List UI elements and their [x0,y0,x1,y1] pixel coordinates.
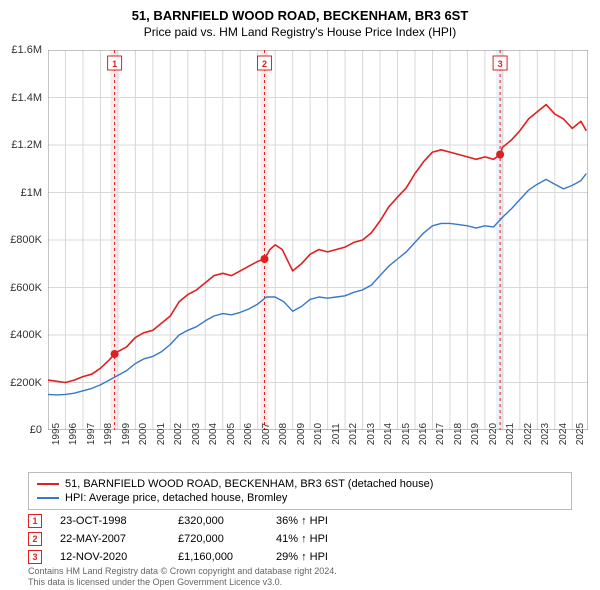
x-tick-label: 2011 [331,423,342,445]
x-tick-label: 2006 [243,423,254,445]
chart-svg: 1 2 3 [48,50,588,430]
transaction-table: 1 23-OCT-1998 £320,000 36% ↑ HPI 2 22-MAY-200… [28,512,356,566]
transaction-price: £320,000 [178,515,258,527]
x-tick-label: 2014 [383,423,394,445]
y-tick-label: £400K [10,329,42,341]
x-tick-label: 2017 [435,423,446,445]
transaction-date: 23-OCT-1998 [60,515,160,527]
transaction-diff: 29% ↑ HPI [276,551,356,563]
transaction-row: 1 23-OCT-1998 £320,000 36% ↑ HPI [28,512,356,530]
x-tick-label: 2015 [401,423,412,445]
transaction-diff: 41% ↑ HPI [276,533,356,545]
x-tick-label: 2019 [470,423,481,445]
x-tick-label: 1997 [86,423,97,445]
x-tick-label: 2024 [558,423,569,445]
transaction-marker-icon: 2 [28,532,42,546]
x-tick-label: 2018 [453,423,464,445]
x-tick-label: 1998 [103,423,114,445]
y-tick-label: £1M [21,187,42,199]
x-tick-label: 2016 [418,423,429,445]
x-tick-label: 2003 [191,423,202,445]
y-tick-label: £800K [10,234,42,246]
transaction-row: 2 22-MAY-2007 £720,000 41% ↑ HPI [28,530,356,548]
x-tick-label: 2012 [348,423,359,445]
x-tick-label: 1995 [51,423,62,445]
x-tick-label: 2001 [156,423,167,445]
x-tick-label: 2013 [366,423,377,445]
y-axis-labels: £0£200K£400K£600K£800K£1M£1.2M£1.4M£1.6M [0,50,46,430]
attribution-footer: Contains HM Land Registry data © Crown c… [28,566,337,588]
x-tick-label: 2007 [261,423,272,445]
transaction-price: £720,000 [178,533,258,545]
legend-swatch [37,497,59,499]
x-tick-label: 2009 [296,423,307,445]
legend-label: HPI: Average price, detached house, Brom… [65,492,287,504]
y-tick-label: £600K [10,282,42,294]
transaction-price: £1,160,000 [178,551,258,563]
legend-item: 51, BARNFIELD WOOD ROAD, BECKENHAM, BR3 … [37,477,563,491]
x-tick-label: 2002 [173,423,184,445]
x-tick-label: 2010 [313,423,324,445]
x-tick-label: 2021 [505,423,516,445]
transaction-marker-icon: 3 [28,550,42,564]
x-tick-label: 2022 [523,423,534,445]
x-tick-label: 1999 [121,423,132,445]
legend-swatch [37,483,59,485]
x-tick-label: 2023 [540,423,551,445]
x-tick-label: 2005 [226,423,237,445]
legend-item: HPI: Average price, detached house, Brom… [37,491,563,505]
x-tick-label: 2004 [208,423,219,445]
y-tick-label: £200K [10,377,42,389]
x-tick-label: 2020 [488,423,499,445]
x-tick-label: 2008 [278,423,289,445]
transaction-row: 3 12-NOV-2020 £1,160,000 29% ↑ HPI [28,548,356,566]
svg-text:2: 2 [262,59,267,69]
x-axis-labels: 1995199619971998199920002001200220032004… [48,432,588,472]
x-tick-label: 2025 [575,423,586,445]
svg-text:1: 1 [112,59,117,69]
x-tick-label: 2000 [138,423,149,445]
transaction-date: 12-NOV-2020 [60,551,160,563]
svg-text:3: 3 [498,59,503,69]
y-tick-label: £1.4M [11,92,42,104]
chart-subtitle: Price paid vs. HM Land Registry's House … [0,23,600,45]
footer-line: Contains HM Land Registry data © Crown c… [28,566,337,577]
legend-label: 51, BARNFIELD WOOD ROAD, BECKENHAM, BR3 … [65,478,433,490]
transaction-date: 22-MAY-2007 [60,533,160,545]
footer-line: This data is licensed under the Open Gov… [28,577,337,588]
x-tick-label: 1996 [68,423,79,445]
y-tick-label: £0 [30,424,42,436]
transaction-marker-icon: 1 [28,514,42,528]
legend-box: 51, BARNFIELD WOOD ROAD, BECKENHAM, BR3 … [28,472,572,510]
y-tick-label: £1.2M [11,139,42,151]
plot-area: 1 2 3 [48,50,588,430]
transaction-diff: 36% ↑ HPI [276,515,356,527]
y-tick-label: £1.6M [11,44,42,56]
chart-title: 51, BARNFIELD WOOD ROAD, BECKENHAM, BR3 … [0,0,600,23]
chart-container: 51, BARNFIELD WOOD ROAD, BECKENHAM, BR3 … [0,0,600,590]
